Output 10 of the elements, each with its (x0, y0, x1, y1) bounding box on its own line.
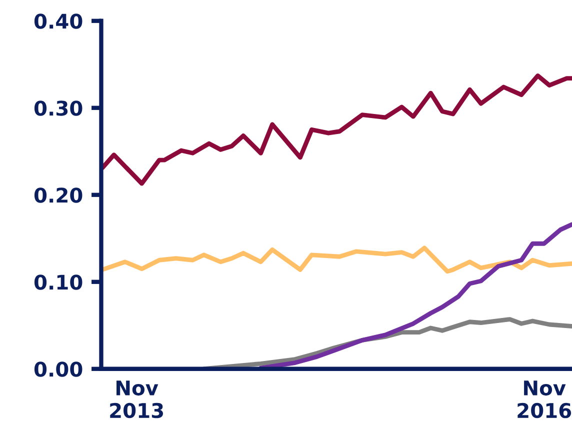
x-tick-label: Nov 2016 (518, 380, 572, 418)
y-tick-label: 0.10 (34, 274, 82, 290)
line-series (101, 73, 572, 186)
x-tick-label: Nov 2013 (110, 380, 163, 418)
y-tick-label: 0.20 (34, 188, 82, 203)
y-tick-label: 0.30 (34, 100, 82, 116)
line-series (258, 222, 572, 369)
y-tick-label: 0.40 (34, 14, 82, 29)
y-tick-label: 0.00 (34, 362, 82, 377)
line-series (101, 246, 572, 274)
